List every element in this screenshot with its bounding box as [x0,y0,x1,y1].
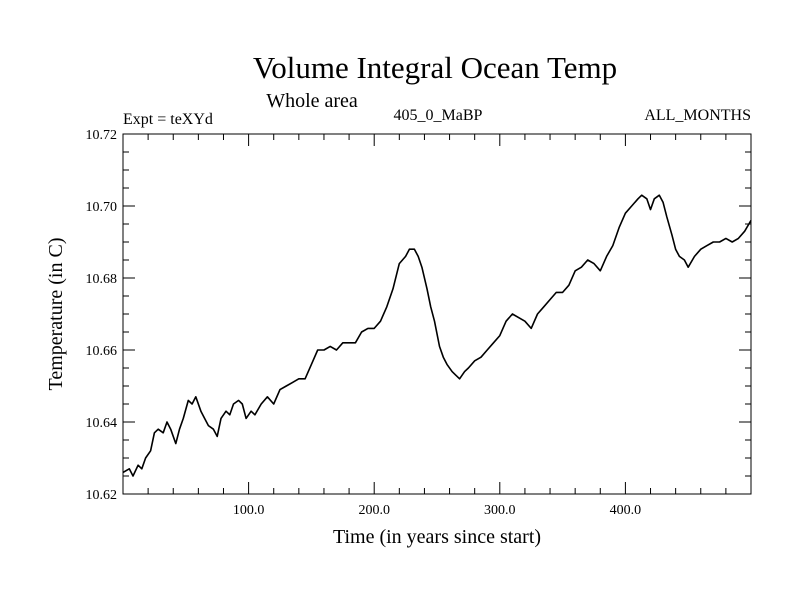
chart-subtitle: Whole area [266,90,358,112]
y-tick-label: 10.70 [86,200,118,215]
experiment-label: Expt = teXYd [123,111,213,128]
y-tick-label: 10.62 [86,488,118,503]
axis-tick-labels: 100.0 200.0 300.0 400.0 10.62 10.64 10.66 10.68… [86,128,642,518]
y-tick-label: 10.64 [86,416,118,431]
x-tick-label: 400.0 [610,503,642,518]
x-axis-title: Time (in years since start) [333,526,541,548]
x-tick-label: 300.0 [484,503,516,518]
run-label: 405_0_MaBP [394,107,483,124]
axis-ticks [123,134,751,494]
y-tick-label: 10.66 [86,344,118,359]
chart-title: Volume Integral Ocean Temp [253,50,617,85]
x-tick-label: 200.0 [358,503,390,518]
plot-frame [122,133,752,495]
y-tick-label: 10.68 [86,272,118,287]
months-label: ALL_MONTHS [644,107,751,124]
y-axis-title: Temperature (in C) [45,238,67,391]
y-tick-label: 10.72 [86,128,118,143]
temperature-line [122,194,752,477]
x-tick-label: 100.0 [233,503,265,518]
